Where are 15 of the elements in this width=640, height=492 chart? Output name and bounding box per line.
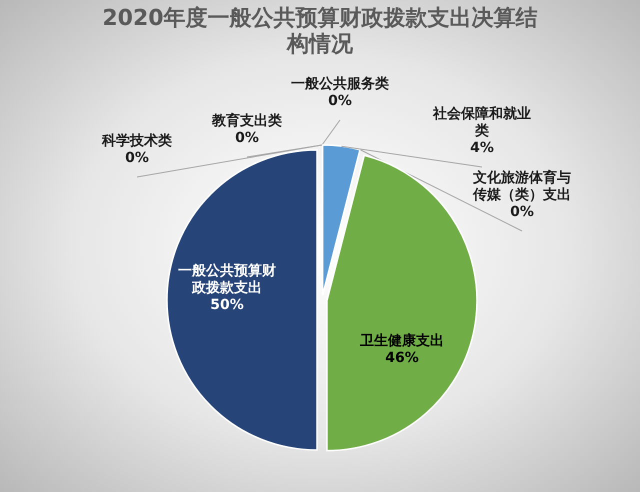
category-label: 文化旅游体育与传媒（类）支出 bbox=[473, 170, 571, 203]
text: 0% bbox=[125, 150, 149, 166]
text: 0% bbox=[328, 93, 352, 109]
data-label: 4% bbox=[470, 140, 494, 156]
slice-label: 社会保障和就业类 bbox=[432, 105, 531, 139]
slice-label: 卫生健康支出 bbox=[359, 332, 444, 349]
slice-label: 一般公共预算财政拨款支出 bbox=[178, 263, 276, 296]
category-label: 一般公共服务类 bbox=[291, 76, 389, 92]
data-label: 46% bbox=[385, 350, 419, 366]
category-label: 科学技术类 bbox=[102, 133, 172, 149]
data-label: 50% bbox=[210, 297, 244, 313]
chart-title: 2020年度一般公共预算财政拨款支出决算结构情况 bbox=[101, 6, 539, 58]
text: 0% bbox=[510, 204, 534, 220]
category-label: 教育支出类 bbox=[212, 113, 282, 129]
text: 0% bbox=[235, 130, 259, 146]
